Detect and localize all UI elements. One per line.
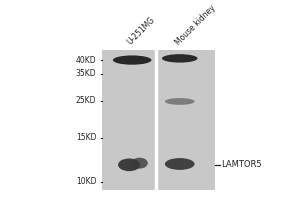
Text: 15KD: 15KD <box>76 133 97 142</box>
Ellipse shape <box>165 98 195 105</box>
Text: 40KD: 40KD <box>76 56 97 65</box>
Text: Mouse kidney: Mouse kidney <box>173 3 217 47</box>
Ellipse shape <box>162 54 198 63</box>
Ellipse shape <box>131 158 148 169</box>
Text: 35KD: 35KD <box>76 69 97 78</box>
Text: 10KD: 10KD <box>76 177 97 186</box>
Text: 25KD: 25KD <box>76 96 97 105</box>
Ellipse shape <box>113 55 152 65</box>
Text: LAMTOR5: LAMTOR5 <box>221 160 262 169</box>
Text: U-251MG: U-251MG <box>126 15 157 47</box>
Ellipse shape <box>165 158 195 170</box>
Ellipse shape <box>118 158 140 171</box>
FancyBboxPatch shape <box>102 50 215 190</box>
